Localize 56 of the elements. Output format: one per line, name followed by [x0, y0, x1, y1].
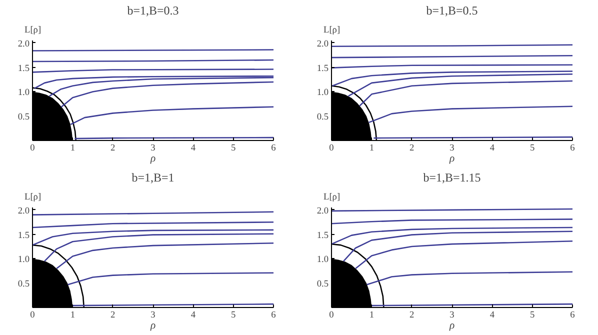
x-axis-title: ρ: [448, 320, 455, 332]
x-tick-label: 5: [231, 144, 236, 154]
x-tick-label: 2: [110, 144, 116, 154]
chart-title: b=1,B=1: [132, 170, 174, 184]
x-tick-label: 6: [570, 310, 576, 320]
x-tick-label: 0: [30, 144, 36, 154]
y-tick-label: 1.5: [316, 230, 329, 241]
y-tick-label: 0.5: [18, 280, 30, 290]
x-tick-label: 0: [329, 144, 334, 154]
x-tick-label: 1: [70, 144, 76, 154]
x-tick-label: 3: [450, 310, 455, 320]
x-tick-label: 5: [231, 310, 236, 320]
x-axis-title: ρ: [448, 154, 455, 164]
x-axis-title: ρ: [149, 154, 156, 164]
y-tick-label: 2.0: [18, 206, 30, 216]
x-tick-label: 5: [530, 144, 535, 154]
y-tick-label: 0.5: [316, 280, 329, 290]
y-tick-label: 2.0: [316, 206, 329, 216]
y-axis-title: L[ρ]: [324, 26, 340, 36]
y-axis-title: L[ρ]: [24, 192, 42, 202]
x-tick-label: 2: [410, 144, 414, 154]
x-tick-label: 0: [329, 310, 334, 320]
x-tick-label: 4: [490, 144, 495, 154]
y-tick-label: 1.0: [316, 88, 329, 98]
x-tick-label: 4: [190, 310, 196, 320]
x-tick-label: 0: [30, 310, 36, 320]
chart-title: b=1,B=1.15: [423, 170, 481, 184]
x-tick-label: 1: [369, 144, 374, 154]
y-tick-label: 2.0: [316, 39, 329, 50]
x-tick-label: 6: [570, 144, 576, 154]
x-tick-label: 4: [490, 310, 495, 320]
y-axis-title: L[ρ]: [324, 192, 340, 202]
y-tick-label: 0.5: [18, 112, 30, 123]
x-tick-label: 1: [70, 310, 76, 320]
x-tick-label: 4: [190, 144, 196, 154]
y-tick-label: 2.0: [18, 39, 30, 50]
y-tick-label: 1.0: [316, 255, 329, 266]
chart-title: b=1,B=0.3: [127, 4, 179, 18]
x-tick-label: 3: [150, 144, 156, 154]
x-tick-label: 3: [450, 144, 455, 154]
x-tick-label: 1: [369, 310, 374, 320]
y-axis-title: L[ρ]: [24, 26, 42, 36]
y-tick-label: 1.5: [316, 64, 329, 74]
x-tick-label: 2: [410, 310, 414, 320]
x-tick-label: 6: [271, 144, 276, 154]
x-tick-label: 5: [530, 310, 535, 320]
chart-title: b=1,B=0.5: [426, 4, 478, 18]
x-tick-label: 6: [271, 310, 276, 320]
x-tick-label: 2: [110, 310, 116, 320]
y-tick-label: 1.5: [18, 64, 30, 74]
y-tick-label: 1.0: [18, 255, 30, 266]
y-tick-label: 0.5: [316, 112, 329, 123]
x-axis-title: ρ: [149, 320, 156, 332]
x-tick-label: 3: [150, 310, 156, 320]
y-tick-label: 1.5: [18, 230, 30, 241]
y-tick-label: 1.0: [18, 88, 30, 98]
